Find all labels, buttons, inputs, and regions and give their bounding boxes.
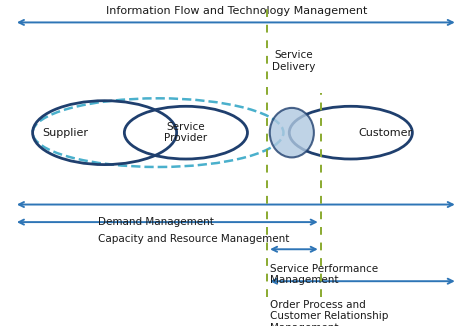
Text: Service
Provider: Service Provider: [164, 122, 208, 143]
Text: Order Process and
Customer Relationship
Management: Order Process and Customer Relationship …: [271, 300, 389, 326]
Text: Customer: Customer: [359, 128, 413, 138]
Text: Demand Management: Demand Management: [98, 217, 213, 227]
Text: Supplier: Supplier: [42, 128, 88, 138]
Text: Information Flow and Technology Management: Information Flow and Technology Manageme…: [106, 6, 368, 16]
Text: Service
Delivery: Service Delivery: [273, 50, 316, 72]
Text: Service Performance
Management: Service Performance Management: [271, 264, 379, 285]
Text: Capacity and Resource Management: Capacity and Resource Management: [98, 234, 289, 244]
Ellipse shape: [270, 108, 314, 157]
